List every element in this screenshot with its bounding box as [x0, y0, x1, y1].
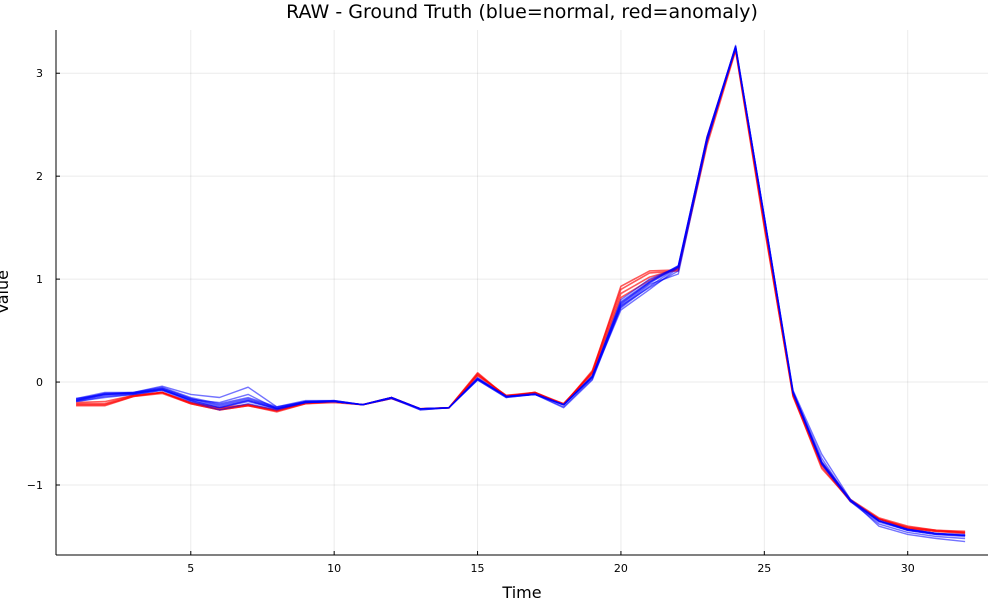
x-tick-label: 5: [187, 562, 194, 575]
normal-series-line: [75, 46, 966, 537]
normal-series-line: [75, 45, 966, 537]
y-tick-label: 3: [36, 67, 43, 80]
y-tick-label: 1: [36, 273, 43, 286]
normal-series-line: [75, 45, 966, 537]
y-axis-label: Value: [0, 270, 12, 314]
normal-series-line: [75, 46, 966, 537]
chart-title: RAW - Ground Truth (blue=normal, red=ano…: [286, 1, 758, 23]
x-axis-label: Time: [501, 583, 541, 600]
anomaly-series-line: [76, 49, 966, 534]
normal-series-line: [75, 47, 966, 538]
x-tick-labels: 5 10 15 20 25 30: [187, 551, 915, 575]
grid-lines: [56, 30, 988, 555]
series-lines: [75, 44, 966, 543]
x-tick-label: 30: [901, 562, 915, 575]
y-tick-label: 0: [36, 376, 43, 389]
normal-series-line: [75, 46, 966, 537]
y-tick-labels: −1 0 1 2 3: [27, 67, 60, 492]
anomaly-series-line: [76, 48, 966, 535]
y-tick-label: 2: [36, 170, 43, 183]
anomaly-series-line: [76, 47, 966, 534]
normal-series-line: [76, 46, 966, 540]
normal-series-line: [75, 45, 966, 536]
x-tick-label: 20: [614, 562, 628, 575]
y-tick-label: −1: [27, 479, 43, 492]
x-tick-label: 25: [757, 562, 771, 575]
x-tick-label: 10: [327, 562, 341, 575]
anomaly-series-line: [76, 46, 966, 533]
x-tick-label: 15: [471, 562, 485, 575]
normal-series-line: [76, 44, 966, 543]
